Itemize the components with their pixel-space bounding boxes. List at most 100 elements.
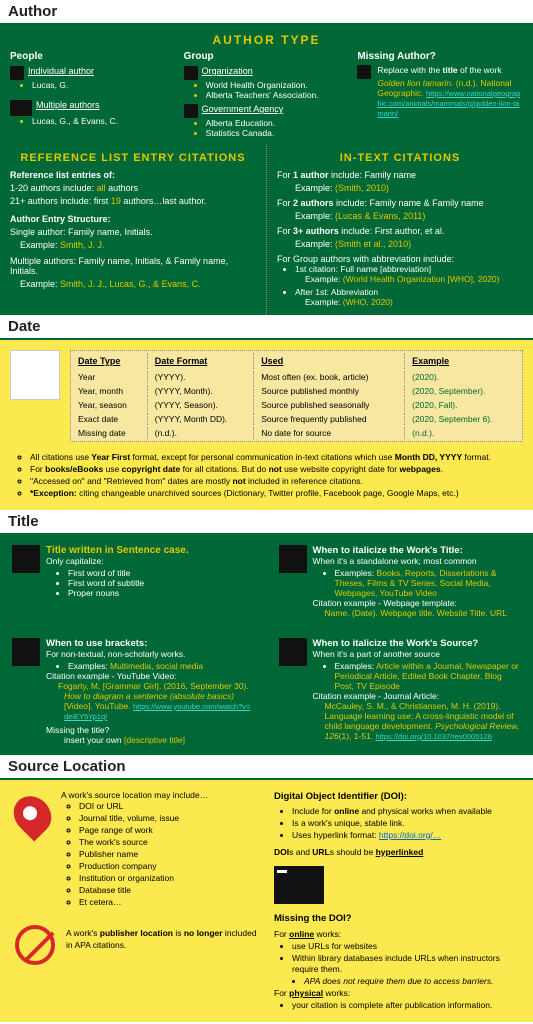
individual-author-label: Individual author	[28, 66, 94, 76]
doi-heading: Digital Object Identifier (DOI):	[274, 790, 523, 803]
it2c: include: Family name & Family name	[334, 198, 484, 208]
list-item: Page range of work	[79, 825, 208, 837]
tb4cv3: (1), 1-51.	[339, 731, 376, 741]
it4: For Group authors with abbreviation incl…	[277, 254, 523, 264]
gov-label: Government Agency	[202, 104, 284, 114]
date-notes: All citations use Year First format, exc…	[30, 452, 523, 500]
missing-heading: Missing Author?	[357, 51, 523, 62]
tb3c: Citation example - YouTube Video:	[46, 671, 255, 681]
list-item: Et cetera…	[79, 897, 208, 909]
tb3exv: Multimedia, social media	[110, 661, 203, 671]
group-icon	[184, 66, 198, 80]
source-col-right: Digital Object Identifier (DOI): Include…	[274, 790, 523, 1012]
title-box-2: When to italicize the Work's Title: When…	[267, 535, 533, 628]
dt-th1: Date Type	[73, 353, 148, 369]
doc-icon	[357, 65, 371, 79]
ref-ex4-label: Example:	[20, 279, 60, 289]
tb3cv2: How to diagram a sentence (absolute basi…	[64, 691, 255, 701]
it-ex3l: Example:	[295, 239, 335, 249]
ref-ex4v: Smith, J. J., Lucas, G., & Evans, C.	[60, 279, 201, 289]
tb2c: Citation example - Webpage template:	[313, 598, 522, 608]
missing-doi-heading: Missing the DOI?	[274, 912, 523, 925]
src-list: DOI or URLJournal title, volume, issuePa…	[79, 801, 208, 908]
it3b: 3+ authors	[293, 226, 339, 236]
list-item: The work's source	[79, 837, 208, 849]
it1c: include: Family name	[329, 170, 417, 180]
tb1h: Title written in Sentence case.	[46, 545, 189, 556]
section-header-date: Date	[0, 315, 533, 340]
tb4c: Citation example - Journal Article:	[313, 691, 522, 701]
ref-title: REFERENCE LIST ENTRY CITATIONS	[10, 152, 256, 164]
list-item: Publisher name	[79, 849, 208, 861]
ref-ex3-label: Example:	[20, 240, 60, 250]
tb3m: Missing the title?	[46, 725, 255, 735]
intext-col: IN-TEXT CITATIONS For 1 author include: …	[267, 144, 533, 315]
tb3s: For non-textual, non-scholarly works.	[46, 649, 255, 659]
doc-icon	[12, 545, 40, 573]
dt-th2: Date Format	[150, 353, 254, 369]
table-row: Year, season(YYYY, Season).Source publis…	[73, 399, 520, 411]
gov-ex2: Statistics Canada.	[206, 128, 275, 138]
browser-icon	[274, 866, 324, 904]
table-row: Missing date(n.d.).No date for source(n.…	[73, 427, 520, 439]
it-ex4b: (WHO, 2020)	[343, 297, 393, 307]
people-heading: People	[10, 51, 176, 62]
puzzle-icon	[279, 638, 307, 666]
org-ex2: Alberta Teachers' Association.	[206, 90, 319, 100]
author-col-group: Group Organization World Health Organiza…	[184, 51, 350, 138]
ref-l1a: 1-20 authors include:	[10, 183, 97, 193]
doi-link-format[interactable]: https://doi.org/…	[379, 830, 441, 840]
tb4s: When it's a part of another source	[313, 649, 522, 659]
it2a: For	[277, 198, 293, 208]
org-ex1: World Health Organization.	[206, 80, 308, 90]
table-row: Year(YYYY).Most often (ex. book, article…	[73, 371, 520, 383]
it-ex1: (Smith, 2010)	[335, 183, 389, 193]
books-icon	[279, 545, 307, 573]
dt-th3: Used	[256, 353, 405, 369]
list-item: Database title	[79, 885, 208, 897]
group-heading: Group	[184, 51, 350, 62]
author-type-title: AUTHOR TYPE	[10, 33, 523, 47]
table-row: Exact date(YYYY, Month DD).Source freque…	[73, 413, 520, 425]
it3a: For	[277, 226, 293, 236]
reference-list-col: REFERENCE LIST ENTRY CITATIONS Reference…	[0, 144, 267, 315]
list-item: Production company	[79, 861, 208, 873]
source-col-left: A work's source location may include… DO…	[10, 790, 259, 1012]
no-icon	[15, 925, 55, 965]
ref-h1: Reference list entries of:	[10, 170, 256, 180]
it-ex4bl: Example:	[305, 297, 343, 307]
it-ex4l: Example:	[305, 274, 343, 284]
tb4h: When to italicize the Work's Source?	[313, 638, 522, 649]
organization-label: Organization	[202, 66, 253, 76]
it-ex4: (World Health Organization [WHO], 2020)	[343, 274, 500, 284]
ref-l2c: authors…last author.	[121, 196, 207, 206]
list-item: Institution or organization	[79, 873, 208, 885]
date-section: Date TypeDate FormatUsedExample Year(YYY…	[0, 340, 533, 510]
it4b: After 1st: Abbreviation	[295, 287, 378, 297]
ref-l1c: authors	[106, 183, 139, 193]
miss1: use URLs for websites	[292, 941, 523, 953]
gov-icon	[184, 104, 198, 118]
it2b: 2 authors	[293, 198, 334, 208]
pin-icon	[6, 788, 59, 841]
doi2: Is a work's unique, stable link.	[292, 818, 523, 830]
ref-l3: Single author: Family name, Initials.	[10, 227, 256, 237]
section-header-source: Source Location	[0, 755, 533, 780]
tb2s: When it's a standalone work; most common	[313, 556, 522, 566]
it-ex1l: Example:	[295, 183, 335, 193]
it-ex3: (Smith et al., 2010)	[335, 239, 411, 249]
table-row: Year, month(YYYY, Month).Source publishe…	[73, 385, 520, 397]
tb3cv1: Fogarty, M. [Grammar Girl]. (2016, Septe…	[58, 681, 255, 691]
citations-row: REFERENCE LIST ENTRY CITATIONS Reference…	[0, 144, 533, 315]
list-item: Journal title, volume, issue	[79, 813, 208, 825]
tb1i1: First word of title	[68, 568, 189, 578]
tb4link[interactable]: https://doi.org/10.1037/rev0000126	[376, 732, 492, 741]
author-block: AUTHOR TYPE People Individual author Luc…	[0, 25, 533, 144]
tb1i3: Proper nouns	[68, 588, 189, 598]
ref-l2b: 19	[111, 196, 121, 206]
source-section: A work's source location may include… DO…	[0, 780, 533, 1022]
it4a: 1st citation: Full name [abbreviation]	[295, 264, 431, 274]
missing-txt2: of the work	[458, 65, 502, 75]
miss2: Within library databases include URLs wh…	[292, 953, 500, 975]
author-col-people: People Individual author Lucas, G. Multi…	[10, 51, 176, 138]
